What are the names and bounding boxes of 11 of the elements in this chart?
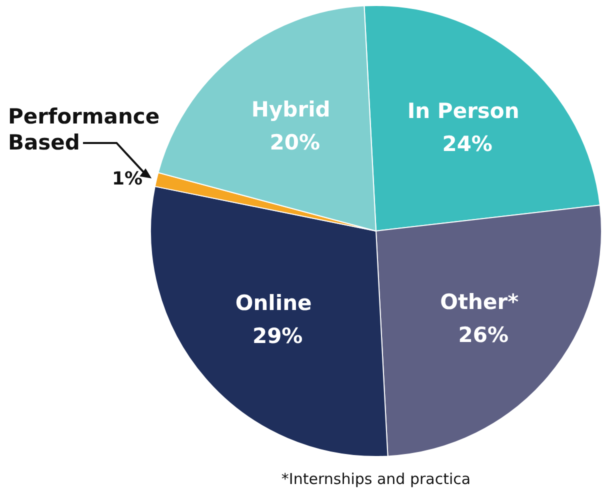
slice-label: Online	[235, 290, 312, 315]
data-label: 26%	[458, 322, 508, 347]
data-label: 1%	[112, 168, 143, 190]
slice-label: Other*	[440, 290, 519, 314]
data-label: 20%	[270, 130, 320, 154]
slice-label: In Person	[407, 99, 520, 124]
data-label: 29%	[252, 324, 303, 348]
data-label: 24%	[442, 132, 492, 156]
slice-label: Hybrid	[251, 97, 330, 122]
text: *Internships and practica	[280, 470, 472, 488]
slice-label: Performance Based	[8, 104, 160, 154]
